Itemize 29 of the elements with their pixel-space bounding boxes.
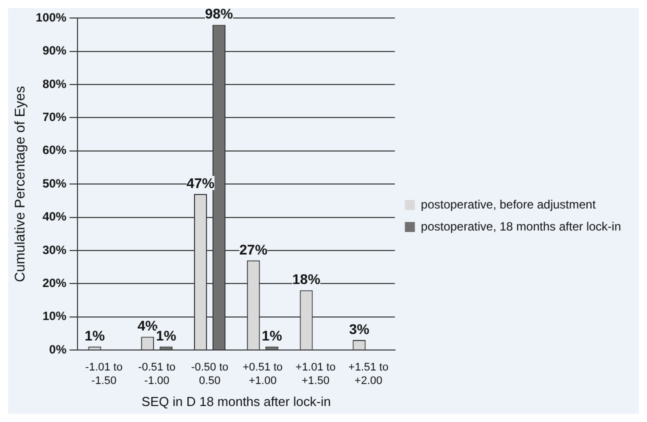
y-tick-label: 90% [42, 44, 67, 58]
y-tick-label: 60% [42, 143, 67, 158]
x-axis-title: SEQ in D 18 months after lock-in [142, 394, 331, 409]
x-tick-label: +1.01 to +1.50 [296, 362, 336, 387]
y-tick-label: 20% [42, 276, 67, 290]
data-label: 3% [349, 320, 370, 337]
x-tick-label: -1.01 to -1.50 [85, 362, 123, 387]
data-label: 47% [186, 174, 216, 191]
y-tick-label: 70% [42, 110, 67, 124]
x-tick-label: +0.51 to +1.00 [242, 362, 283, 387]
legend-label: postoperative, before adjustment [420, 197, 596, 212]
data-label: 98% [204, 6, 234, 22]
y-tick-label: 80% [42, 76, 67, 91]
y-tick-label: 10% [42, 309, 67, 324]
data-label: 4% [137, 318, 158, 334]
data-label: 1% [262, 328, 283, 344]
y-tick-label: 0% [49, 342, 67, 356]
data-label: 27% [239, 241, 268, 258]
y-tick-label: 30% [42, 242, 67, 257]
data-label: 18% [292, 271, 321, 288]
y-tick-label: 50% [42, 176, 67, 190]
x-tick-label: -0.51 to -1.00 [138, 362, 176, 387]
y-tick-label: 100% [36, 10, 67, 25]
data-label: 1% [84, 328, 106, 344]
x-tick-label: -0.50 to 0.50 [191, 362, 228, 387]
y-axis-title: Cumulative Percentage of Eyes [11, 86, 28, 282]
x-tick-label: +1.51 to +2.00 [348, 362, 388, 387]
y-tick-label: 40% [42, 210, 67, 224]
legend-label: postoperative, 18 months after lock-in [420, 219, 622, 234]
